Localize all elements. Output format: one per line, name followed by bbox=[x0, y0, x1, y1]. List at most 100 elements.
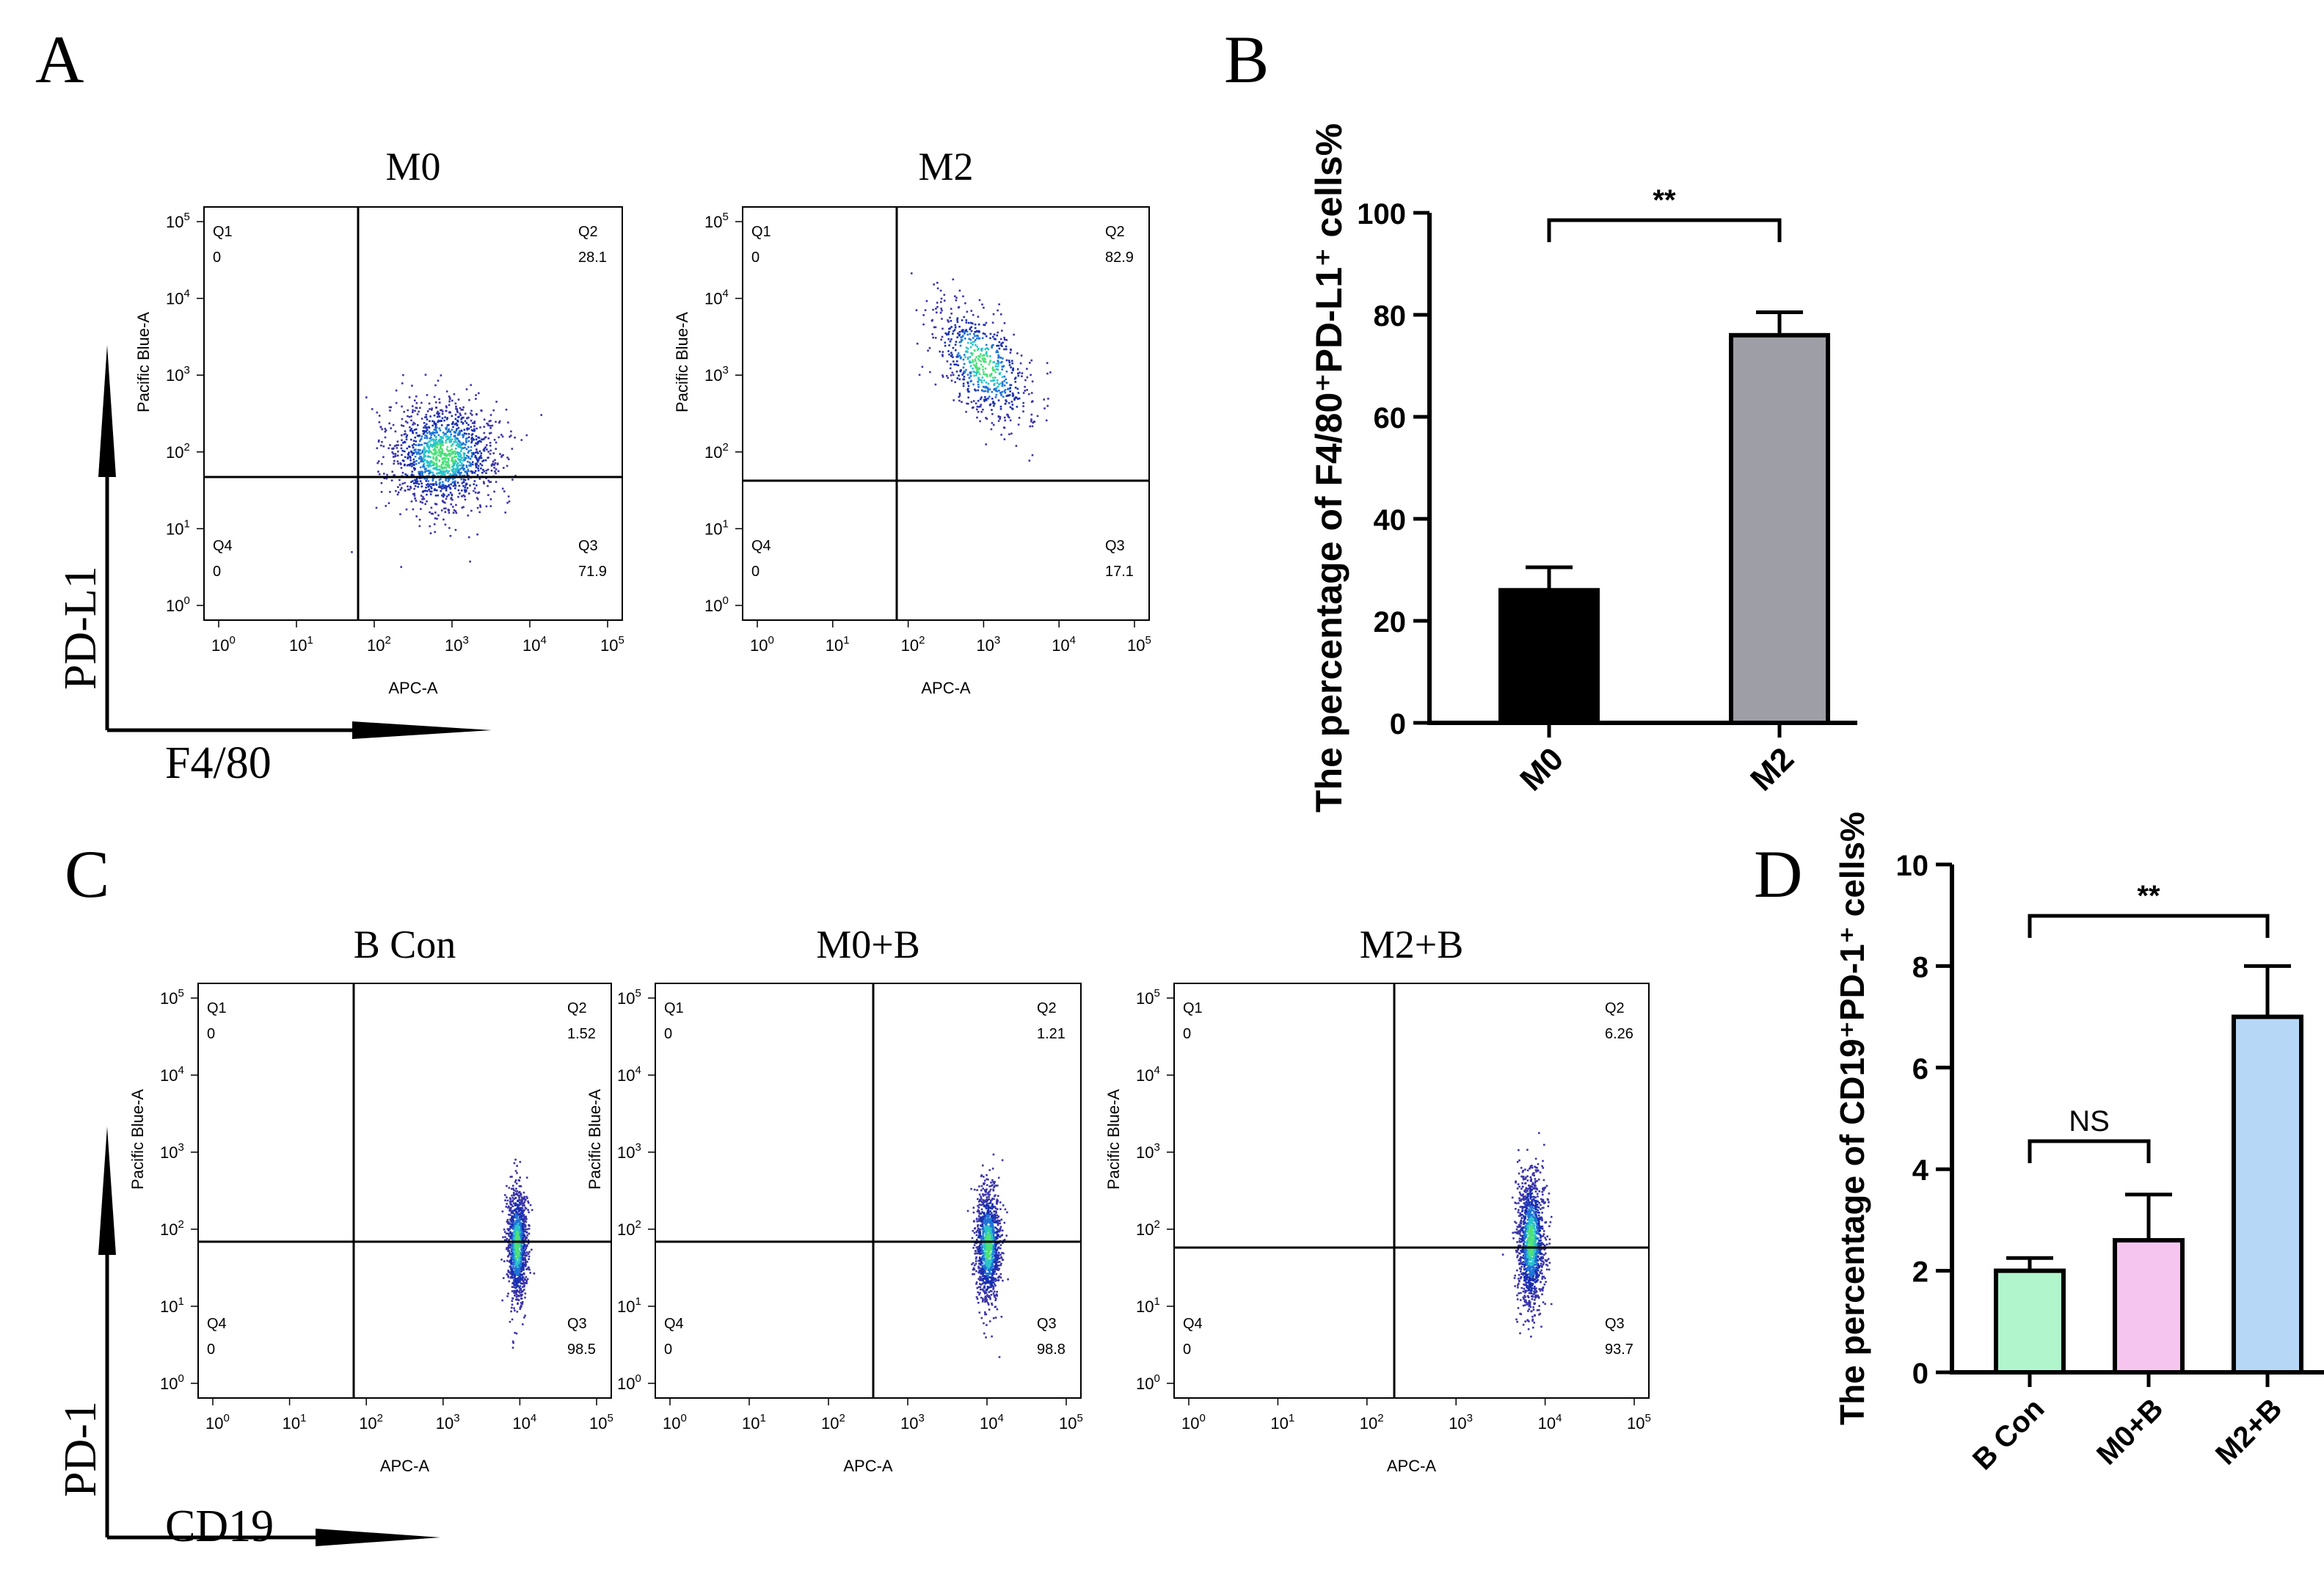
scatter-point bbox=[994, 1264, 997, 1267]
scatter-point bbox=[514, 1247, 517, 1250]
scatter-point bbox=[980, 1262, 983, 1264]
scatter-point bbox=[394, 430, 397, 433]
scatter-point bbox=[515, 1233, 518, 1235]
scatter-point bbox=[956, 377, 959, 379]
scatter-point bbox=[407, 464, 410, 466]
scatter-point bbox=[377, 440, 380, 443]
scatter-point bbox=[1531, 1201, 1534, 1203]
scatter-point bbox=[976, 1220, 978, 1223]
scatter-point bbox=[987, 1278, 989, 1281]
scatter-point bbox=[494, 470, 496, 473]
scatter-point bbox=[463, 432, 466, 434]
scatter-point bbox=[511, 1201, 513, 1203]
scatter-point bbox=[980, 379, 983, 382]
scatter-point bbox=[468, 461, 471, 464]
scatter-point bbox=[1534, 1251, 1537, 1253]
scatter-point bbox=[941, 335, 944, 338]
scatter-point bbox=[421, 473, 423, 476]
scatter-point bbox=[997, 1219, 999, 1222]
scatter-point bbox=[428, 430, 431, 433]
scatter-point bbox=[982, 1265, 985, 1268]
scatter-point bbox=[502, 454, 504, 456]
scatter-point bbox=[986, 1192, 989, 1195]
scatter-point bbox=[522, 1209, 525, 1212]
scatter-point bbox=[950, 374, 952, 376]
scatter-point bbox=[435, 484, 438, 486]
scatter-point bbox=[419, 449, 421, 451]
scatter-point bbox=[966, 347, 969, 350]
scatter-point bbox=[473, 480, 476, 482]
scatter-point bbox=[504, 1199, 506, 1201]
scatter-point bbox=[1005, 1234, 1008, 1237]
scatter-point bbox=[489, 427, 492, 429]
scatter-point bbox=[518, 1210, 520, 1212]
scatter-point bbox=[495, 448, 497, 450]
x-tick-base: 10 bbox=[512, 1414, 530, 1433]
scatter-point bbox=[994, 1261, 997, 1263]
scatter-point bbox=[988, 1256, 991, 1258]
scatter-point bbox=[1006, 413, 1008, 416]
y-tick-exponent: 2 bbox=[178, 1218, 183, 1231]
scatter-point bbox=[985, 1207, 988, 1209]
scatter-point bbox=[454, 510, 457, 512]
scatter-point bbox=[980, 1216, 983, 1219]
scatter-point bbox=[518, 1214, 520, 1216]
scatter-point bbox=[457, 445, 459, 448]
scatter-point bbox=[949, 367, 952, 370]
scatter-point bbox=[414, 409, 416, 412]
scatter-point bbox=[507, 1274, 509, 1277]
scatter-point bbox=[424, 434, 426, 437]
x-tick-base: 10 bbox=[663, 1414, 680, 1433]
scatter-point bbox=[417, 448, 420, 451]
scatter-point bbox=[975, 356, 977, 358]
y-axis-label: Pacific Blue-A bbox=[134, 312, 153, 412]
scatter-point bbox=[996, 1217, 999, 1219]
scatter-point bbox=[399, 488, 402, 491]
scatter-point bbox=[977, 323, 980, 326]
x-tick-label: 100 bbox=[211, 634, 236, 655]
scatter-point bbox=[984, 1311, 986, 1314]
scatter-point bbox=[997, 1199, 999, 1202]
scatter-point bbox=[999, 418, 1001, 420]
scatter-point bbox=[425, 442, 428, 445]
scatter-point bbox=[519, 1237, 522, 1240]
scatter-point bbox=[993, 1254, 995, 1256]
scatter-point bbox=[460, 450, 462, 452]
scatter-point bbox=[986, 1273, 988, 1275]
scatter-point bbox=[511, 1233, 513, 1236]
scatter-point bbox=[992, 1279, 995, 1281]
scatter-point bbox=[930, 319, 933, 322]
scatter-point bbox=[522, 1220, 525, 1223]
scatter-point bbox=[429, 511, 431, 514]
scatter-point bbox=[964, 302, 966, 305]
scatter-point bbox=[421, 471, 424, 473]
scatter-point bbox=[1537, 1223, 1539, 1226]
scatter-point bbox=[460, 471, 462, 474]
scatter-point bbox=[404, 464, 406, 467]
scatter-point bbox=[519, 1225, 521, 1227]
scatter-point bbox=[984, 1237, 986, 1239]
scatter-point bbox=[456, 424, 459, 426]
scatter-point bbox=[440, 439, 442, 442]
scatter-point bbox=[511, 1252, 513, 1255]
scatter-point bbox=[987, 1247, 990, 1250]
scatter-point bbox=[999, 1264, 1002, 1267]
scatter-point bbox=[989, 1210, 991, 1212]
scatter-point bbox=[988, 1228, 991, 1231]
scatter-point bbox=[977, 316, 980, 318]
scatter-point bbox=[487, 423, 489, 426]
scatter-point bbox=[985, 1336, 987, 1339]
scatter-point bbox=[969, 338, 972, 341]
scatter-point bbox=[514, 1284, 517, 1286]
scatter-point bbox=[407, 409, 409, 412]
scatter-point bbox=[512, 1220, 514, 1223]
scatter-point bbox=[516, 1193, 519, 1195]
scatter-point bbox=[430, 487, 433, 489]
scatter-point bbox=[510, 1268, 512, 1270]
scatter-point bbox=[985, 1252, 988, 1255]
scatter-point bbox=[980, 1246, 983, 1248]
scatter-point bbox=[991, 1263, 994, 1265]
scatter-point bbox=[473, 483, 476, 486]
x-tick-base: 10 bbox=[976, 636, 994, 655]
scatter-point bbox=[959, 357, 962, 360]
